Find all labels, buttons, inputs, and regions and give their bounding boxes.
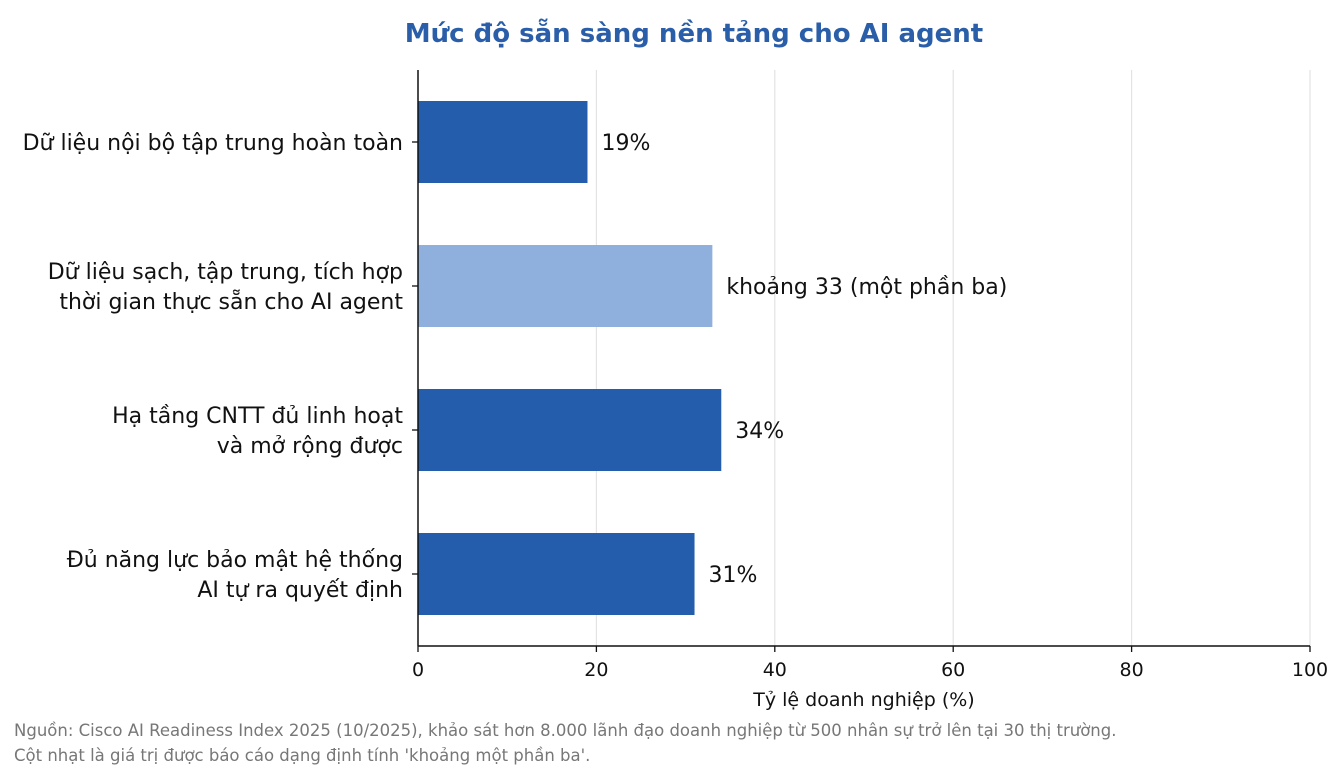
- category-label: Đủ năng lực bảo mật hệ thống: [67, 548, 403, 573]
- category-label: Dữ liệu nội bộ tập trung hoàn toàn: [23, 131, 403, 156]
- chart-title: Mức độ sẵn sàng nền tảng cho AI agent: [405, 17, 983, 49]
- value-label: khoảng 33 (một phần ba): [726, 275, 1007, 300]
- axes: [412, 70, 1311, 652]
- footnote: Cột nhạt là giá trị được báo cáo dạng đị…: [14, 746, 590, 765]
- value-label: 31%: [709, 563, 758, 588]
- category-label: AI tự ra quyết định: [197, 578, 403, 603]
- grid-lines: [595, 70, 1311, 646]
- category-label: Dữ liệu sạch, tập trung, tích hợp: [48, 260, 403, 285]
- labels: 0 20 40 60 80 100 19% Dữ liệu nội bộ tập trung …: [23, 131, 1329, 681]
- x-tick-label: 60: [941, 659, 965, 681]
- bar: [418, 245, 713, 327]
- x-tick-label: 20: [584, 659, 608, 681]
- x-tick-label: 40: [763, 659, 787, 681]
- category-label: thời gian thực sẵn cho AI agent: [59, 289, 403, 315]
- source-note: Nguồn: Cisco AI Readiness Index 2025 (10…: [14, 721, 1117, 740]
- value-label: 19%: [601, 131, 650, 156]
- x-tick-label: 100: [1292, 659, 1328, 681]
- category-label: và mở rộng được: [217, 434, 403, 459]
- x-tick-label: 0: [412, 659, 424, 681]
- bar: [418, 389, 722, 471]
- value-label: 34%: [735, 419, 784, 444]
- bar: [418, 101, 588, 183]
- category-label: Hạ tầng CNTT đủ linh hoạt: [112, 404, 403, 429]
- x-axis-title: Tỷ lệ doanh nghiệp (%): [752, 689, 974, 711]
- bars: [418, 101, 722, 615]
- bar: [418, 533, 695, 615]
- x-tick-label: 80: [1120, 659, 1144, 681]
